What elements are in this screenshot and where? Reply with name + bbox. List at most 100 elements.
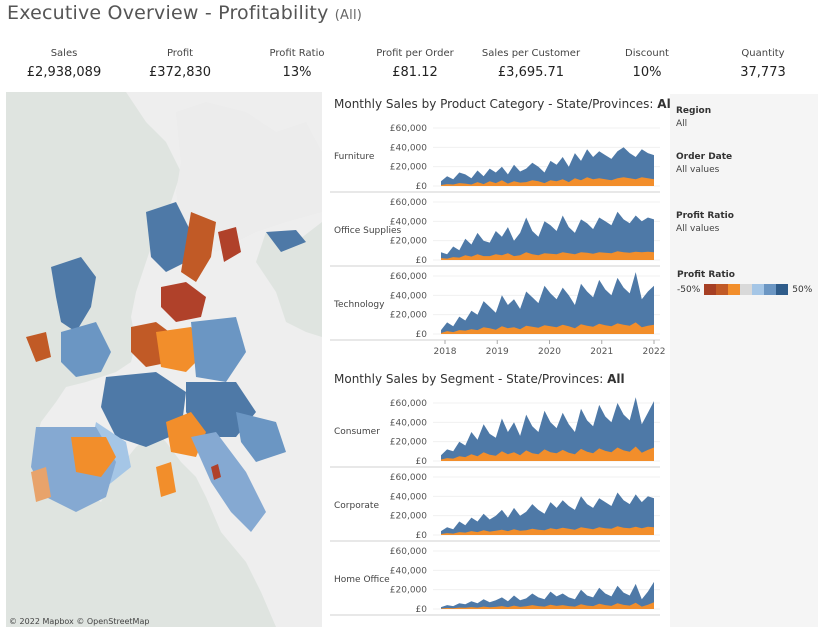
y-tick-label: £20,000 [390,237,427,247]
legend-max-label: 50% [792,284,813,295]
y-tick-label: £40,000 [390,492,427,502]
legend-swatch [752,284,765,295]
y-tick-label: £0 [416,531,428,541]
y-tick-label: £0 [416,330,428,340]
filter-region-label: Region [676,106,712,116]
region-spain-central[interactable] [71,437,116,477]
category-chart[interactable]: Furniture £60,000 £40,000 £20,000 £0 Office S… [330,118,666,363]
legend-swatch [704,284,717,295]
y-tick-label: £0 [416,457,428,467]
legend-swatch [716,284,729,295]
row-label: Technology [333,300,385,310]
x-tick-label: 2019 [486,347,509,357]
y-tick-label: £40,000 [390,291,427,301]
profit-ratio-legend: Profit Ratio -50% 50% [677,270,822,295]
region-italy-east[interactable] [211,464,221,480]
legend-color-ramp [704,284,789,295]
y-tick-label: £40,000 [390,143,427,153]
region-denmark[interactable] [161,282,206,322]
row-label: Furniture [334,152,375,162]
region-scotland[interactable] [51,257,96,332]
legend-swatch [740,284,753,295]
legend-swatch [776,284,789,295]
category-chart-title: Monthly Sales by Product Category - Stat… [334,97,675,111]
segment-chart-title-prefix: Monthly Sales by Segment - State/Provinc… [334,372,604,386]
region-france-north[interactable] [101,372,186,447]
row-label: Consumer [334,427,380,437]
filter-panel: Region All Order Date All values Profit … [670,94,818,627]
kpi-label: Profit [166,48,194,59]
legend-swatch [728,284,741,295]
kpi-profit-ratio: Profit Ratio 13% [247,48,347,80]
filter-order-date[interactable]: Order Date All values [676,152,732,175]
kpi-label: Quantity [741,48,785,59]
region-sardinia[interactable] [156,462,176,497]
region-england[interactable] [61,322,111,377]
region-portugal[interactable] [31,467,51,502]
y-tick-label: £60,000 [390,124,427,134]
kpi-value: 37,773 [740,65,786,80]
sales-area-technology [441,272,654,334]
x-tick-label: 2018 [434,347,457,357]
profit-area-consumer [441,446,654,461]
region-austria[interactable] [236,412,286,462]
y-tick-label: £60,000 [390,399,427,409]
kpi-value: 10% [632,65,662,80]
region-norway[interactable] [146,202,191,272]
region-finland[interactable] [266,230,306,252]
y-tick-label: £0 [416,182,428,192]
y-tick-label: £60,000 [390,198,427,208]
category-chart-title-prefix: Monthly Sales by Product Category - Stat… [334,97,654,111]
kpi-value: £372,830 [148,65,212,80]
sales-area-corporate [441,492,654,535]
y-tick-label: £20,000 [390,512,427,522]
y-tick-label: £20,000 [390,586,427,596]
x-tick-label: 2022 [643,347,666,357]
profit-area-corporate [441,526,654,535]
page-title-main: Executive Overview - Profitability [7,2,329,24]
region-sweden-south[interactable] [181,212,216,282]
filter-profit-ratio-value[interactable]: All values [676,224,720,234]
kpi-value: £81.12 [392,65,438,80]
y-tick-label: £40,000 [390,566,427,576]
profit-area-technology [441,322,654,334]
profit-area-home-office [441,602,654,609]
y-tick-label: £20,000 [390,311,427,321]
kpi-sales: Sales £2,938,089 [14,48,114,80]
x-tick-label: 2020 [538,347,561,357]
y-tick-label: £60,000 [390,272,427,282]
page-title: Executive Overview - Profitability (All) [7,2,362,24]
map-scandinavia [176,102,322,252]
y-tick-label: £0 [416,256,428,266]
y-tick-label: £0 [416,605,428,615]
legend-swatch [764,284,777,295]
segment-chart[interactable]: Consumer £60,000 £40,000 £20,000 £0 Corporate… [330,393,666,627]
x-tick-label: 2021 [590,347,613,357]
europe-map[interactable]: © 2022 Mapbox © OpenStreetMap [6,92,322,627]
kpi-label: Discount [625,48,669,59]
y-tick-label: £60,000 [390,473,427,483]
region-ireland[interactable] [26,332,51,362]
legend-title: Profit Ratio [677,270,735,280]
region-sweden-east[interactable] [218,227,241,262]
y-tick-label: £40,000 [390,217,427,227]
filter-order-date-label: Order Date [676,152,733,162]
kpi-quantity: Quantity 37,773 [713,48,813,80]
region-italy[interactable] [191,432,266,532]
kpi-profit-per-order: Profit per Order £81.12 [365,48,465,80]
kpi-label: Profit Ratio [269,48,325,59]
page-title-suffix: (All) [334,8,363,23]
row-label: Home Office [334,575,390,585]
kpi-profit: Profit £372,830 [130,48,230,80]
filter-profit-ratio[interactable]: Profit Ratio All values [676,211,734,234]
filter-region[interactable]: Region All [676,106,711,129]
region-germany-north[interactable] [191,317,246,382]
kpi-sales-per-customer: Sales per Customer £3,695.71 [481,48,581,80]
segment-chart-title-value: All [607,372,625,386]
legend-min-label: -50% [677,284,701,295]
kpi-value: £3,695.71 [497,65,565,80]
filter-order-date-value[interactable]: All values [676,165,720,175]
map-canvas[interactable]: © 2022 Mapbox © OpenStreetMap [6,92,322,627]
kpi-label: Sales per Customer [481,48,581,59]
filter-region-value[interactable]: All [676,119,688,129]
